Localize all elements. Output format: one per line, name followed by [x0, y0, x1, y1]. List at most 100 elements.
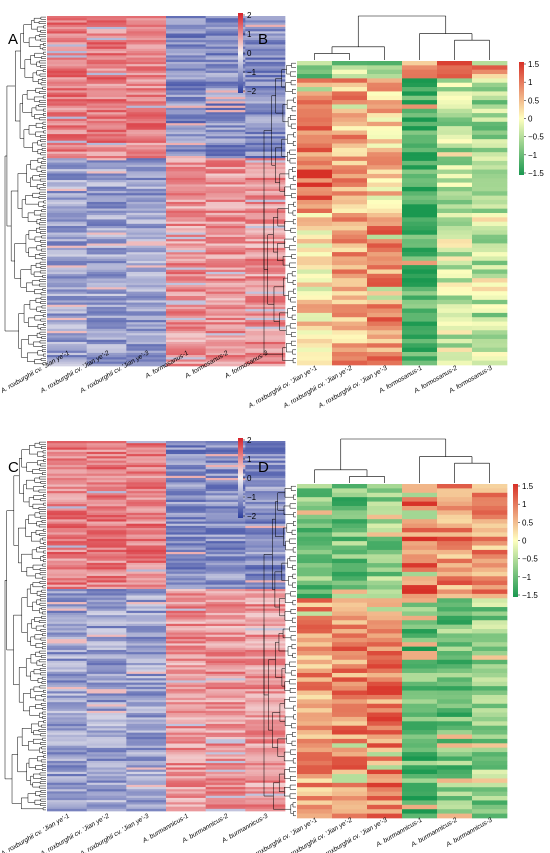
- heatmap-cell: [472, 510, 508, 516]
- heatmap-cell: [47, 66, 88, 69]
- heatmap-cell: [402, 100, 438, 105]
- heatmap-cell: [47, 250, 88, 253]
- heatmap-cell: [245, 767, 286, 770]
- heatmap-cell: [205, 721, 246, 725]
- heatmap-cell: [166, 560, 207, 564]
- heatmap-cell: [47, 53, 88, 56]
- heatmap-cell: [166, 90, 207, 93]
- heatmap-cell: [245, 59, 286, 63]
- heatmap-cell: [205, 737, 246, 740]
- heatmap-cell: [86, 621, 127, 625]
- heatmap-cell: [47, 361, 88, 365]
- heatmap-cell: [86, 750, 127, 753]
- heatmap-cell: [126, 94, 167, 98]
- heatmap-cell: [205, 350, 246, 354]
- heatmap-cell: [205, 482, 246, 485]
- heatmap-cell: [86, 285, 127, 288]
- heatmap-cell: [367, 295, 403, 301]
- heatmap-cell: [402, 549, 438, 555]
- heatmap-cell: [402, 61, 438, 66]
- heatmap-cell: [205, 230, 246, 233]
- heatmap-cell: [245, 103, 286, 107]
- heatmap-cell: [126, 42, 167, 45]
- dendrogram-branch: [28, 125, 37, 135]
- dendrogram-branch: [41, 209, 46, 213]
- heatmap-cell: [437, 536, 473, 542]
- heatmap-cell: [47, 610, 88, 614]
- heatmap-cell: [245, 164, 286, 168]
- heatmap-cell: [126, 331, 167, 334]
- heatmap-cell: [402, 523, 438, 529]
- heatmap-cell: [245, 469, 286, 472]
- heatmap-cell: [437, 787, 473, 792]
- heatmap-cell: [86, 573, 127, 577]
- heatmap-cell: [166, 501, 207, 505]
- heatmap-cell: [367, 505, 403, 511]
- heatmap-cell: [402, 356, 438, 361]
- heatmap-cell: [245, 547, 286, 551]
- dendrogram-branch: [40, 301, 46, 304]
- dendrogram-branch: [41, 681, 46, 684]
- heatmap-cell: [402, 655, 438, 661]
- colorbar-tick-label: −1: [247, 493, 257, 502]
- heatmap-cell: [367, 760, 403, 766]
- heatmap-cell: [245, 730, 286, 733]
- heatmap-cell: [245, 348, 286, 352]
- heatmap-cells: [297, 484, 508, 819]
- heatmap-cell: [472, 615, 508, 621]
- heatmap-cell: [245, 700, 286, 703]
- heatmap-cell: [86, 673, 127, 677]
- heatmap-cell: [367, 169, 403, 175]
- heatmap-cell: [245, 68, 286, 72]
- heatmap-cell: [367, 571, 403, 577]
- heatmap-cell: [126, 188, 167, 192]
- heatmap-cell: [166, 24, 207, 28]
- heatmap-cell: [245, 322, 286, 325]
- heatmap-cell: [47, 75, 88, 78]
- heatmap-cell: [367, 100, 403, 105]
- heatmap-cell: [245, 593, 286, 596]
- heatmap-cell: [437, 699, 473, 705]
- heatmap-cell: [367, 655, 403, 661]
- heatmap-cell: [86, 363, 127, 367]
- dendrogram-branch: [42, 86, 46, 90]
- heatmap-cell: [437, 769, 473, 775]
- heatmap-cell: [166, 658, 207, 662]
- dendrogram-branch: [41, 235, 46, 239]
- heatmap-cell: [245, 691, 286, 694]
- heatmap-cell: [166, 215, 207, 218]
- heatmap-cell: [297, 308, 333, 314]
- heatmap-cell: [126, 732, 167, 736]
- heatmap-cell: [437, 585, 473, 590]
- heatmap-cell: [437, 782, 473, 788]
- heatmap-cell: [126, 534, 167, 538]
- heatmap-cell: [126, 341, 167, 345]
- heatmap-cell: [86, 226, 127, 229]
- heatmap-cell: [402, 756, 438, 762]
- heatmap-cell: [47, 469, 88, 472]
- heatmap-cell: [166, 482, 207, 485]
- dendrogram-branch: [43, 43, 46, 46]
- heatmap-cell: [166, 212, 207, 216]
- heatmap-cell: [86, 665, 127, 668]
- heatmap-cell: [472, 778, 508, 784]
- heatmap-cell: [402, 165, 438, 170]
- heatmap-cell: [297, 173, 333, 179]
- heatmap-cell: [126, 804, 167, 807]
- heatmap-cell: [126, 787, 167, 790]
- heatmap-cell: [86, 18, 127, 21]
- heatmap-cell: [205, 569, 246, 572]
- heatmap-cell: [47, 547, 88, 551]
- heatmap-cell: [245, 134, 286, 137]
- heatmap-cell: [86, 691, 127, 694]
- heatmap-cell: [126, 357, 167, 360]
- heatmap-cell: [126, 300, 167, 303]
- heatmap-cell: [166, 652, 207, 655]
- heatmap-cell: [86, 153, 127, 157]
- heatmap-cell: [86, 337, 127, 341]
- heatmap-cell: [86, 593, 127, 596]
- heatmap-cell: [47, 158, 88, 161]
- heatmap-cell: [86, 162, 127, 166]
- heatmap-cell: [205, 515, 246, 518]
- heatmap-cell: [472, 134, 508, 140]
